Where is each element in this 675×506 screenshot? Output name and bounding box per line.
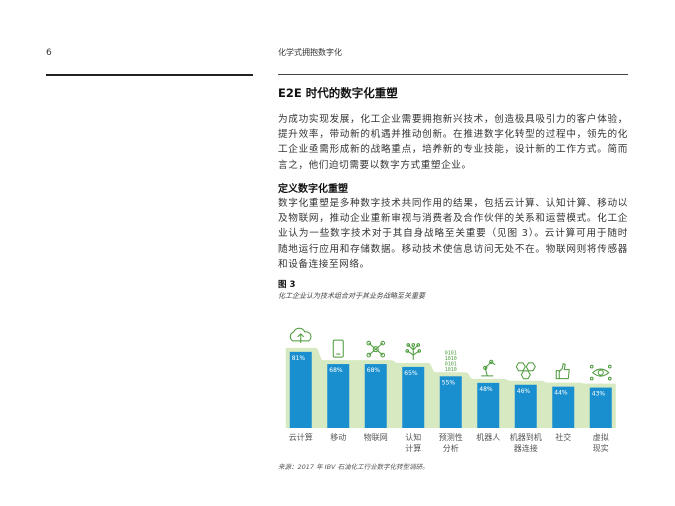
value-label-1: 81% (292, 355, 306, 362)
category-label-4: 认知 (405, 432, 421, 442)
right-rule (278, 74, 628, 75)
category-label-6: 机器人 (476, 432, 500, 442)
brain-icon (405, 343, 422, 360)
intro-paragraph: 为成功实现发展，化工企业需要拥抱新兴技术，创造极具吸引力的客户体验，提升效率，带… (278, 114, 628, 171)
page-number: 6 (46, 48, 52, 58)
category-label-4: 计算 (405, 443, 421, 453)
bar-6 (477, 382, 500, 428)
bar-9 (589, 387, 612, 428)
category-label-7: 器连接 (514, 443, 538, 453)
value-label-2: 68% (329, 367, 343, 374)
bar-3 (364, 364, 387, 428)
section-title: E2E 时代的数字化重塑 (278, 86, 398, 100)
value-label-8: 44% (554, 390, 568, 397)
bar-2 (327, 364, 350, 428)
bar-1 (289, 351, 312, 428)
svg-text:0101: 0101 (445, 361, 457, 367)
definition-paragraph: 数字化重塑是多种数字技术共同作用的结果，包括云计算、认知计算、移动以及物联网，推… (278, 198, 628, 270)
value-label-6: 48% (479, 386, 493, 393)
value-label-4: 65% (404, 370, 418, 377)
network-nodes-icon (366, 340, 386, 358)
category-label-2: 移动 (330, 432, 346, 442)
bar-8 (552, 386, 575, 428)
figure-caption: 化工企业认为技术组合对于其业务战略至关重要 (278, 292, 425, 300)
svg-text:1010: 1010 (445, 356, 457, 362)
figure-source: 来源：2017 年 IBV 石油化工行业数字化转型调研。 (278, 463, 429, 471)
category-label-9: 现实 (593, 443, 609, 453)
figure-label: 图 3 (278, 280, 296, 290)
category-label-9: 虚拟 (593, 432, 609, 442)
category-label-3: 物联网 (364, 432, 388, 442)
mobile-phone-icon (332, 339, 344, 358)
svg-text:0101: 0101 (445, 350, 457, 356)
left-rule (46, 74, 253, 76)
chart-bars (289, 351, 612, 428)
category-label-7: 机器到机 (510, 432, 542, 442)
eye-vr-icon (589, 364, 612, 381)
value-label-3: 68% (367, 367, 381, 374)
category-label-5: 预测性 (439, 432, 463, 442)
bar-5 (439, 376, 462, 428)
svg-text:1010: 1010 (445, 367, 457, 373)
category-label-1: 云计算 (289, 432, 313, 442)
category-label-5: 分析 (443, 443, 459, 453)
bar-4 (402, 366, 425, 428)
bar-7 (514, 384, 537, 428)
cloud-upload-icon (289, 327, 312, 343)
hexagon-link-icon (515, 362, 536, 380)
subsection-title: 定义数字化重塑 (278, 184, 348, 195)
value-label-5: 55% (442, 379, 456, 386)
category-label-8: 社交 (555, 432, 571, 442)
running-title: 化学式拥抱数字化 (278, 48, 342, 57)
value-label-7: 46% (517, 388, 531, 395)
robot-arm-icon (481, 359, 496, 377)
thumbs-up-icon (555, 362, 570, 380)
value-label-9: 43% (592, 391, 606, 398)
